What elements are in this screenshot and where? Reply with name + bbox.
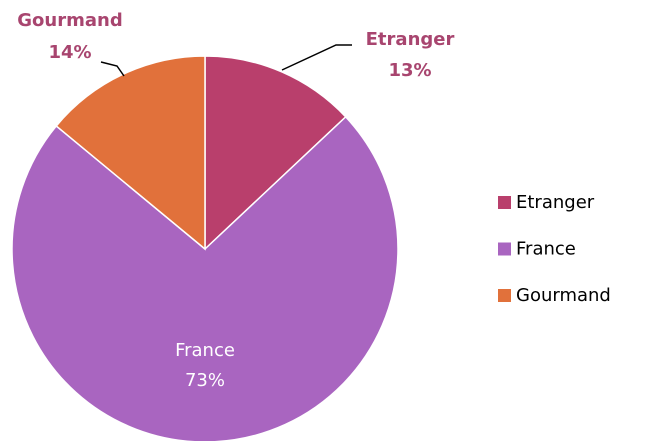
slice-value-label: 13% bbox=[388, 60, 431, 81]
slice-label: Etranger bbox=[366, 29, 455, 50]
pie-slice bbox=[204, 55, 347, 251]
slice-value-label: 73% bbox=[185, 370, 225, 391]
slice-label: France bbox=[175, 340, 235, 361]
leader-line bbox=[281, 44, 352, 71]
slice-label: Gourmand bbox=[17, 10, 122, 31]
legend-label: Etranger bbox=[516, 192, 595, 213]
legend-label: Gourmand bbox=[516, 285, 611, 306]
legend-swatch bbox=[498, 289, 511, 302]
legend-swatch bbox=[498, 242, 511, 256]
legend-label: France bbox=[516, 239, 576, 260]
slice-value-label: 14% bbox=[48, 42, 91, 63]
leader-line bbox=[100, 61, 125, 77]
pie-slice bbox=[11, 115, 399, 441]
legend-swatch bbox=[498, 196, 511, 209]
